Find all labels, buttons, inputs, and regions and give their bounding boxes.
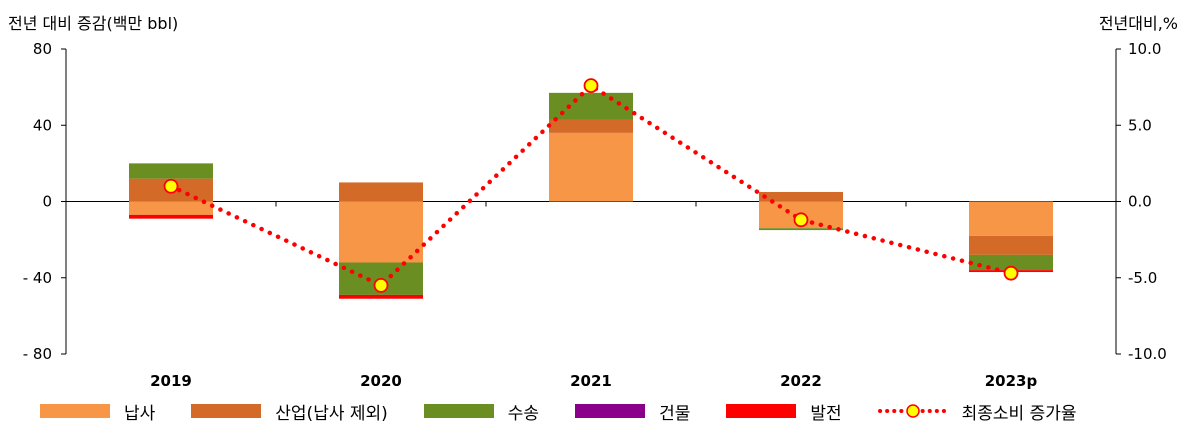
- legend-item-transport: 수송: [423, 399, 540, 424]
- legend: 납사 산업(납사 제외) 수송 건물 발전 최종소비 증가율: [40, 398, 1113, 424]
- y2-tick-label: -10.0: [1128, 345, 1167, 363]
- x-tick-label: 2020: [360, 372, 402, 390]
- legend-label: 산업(납사 제외): [275, 403, 388, 424]
- y2-axis-title: 전년대비,%: [1098, 14, 1178, 33]
- bar-segment: [129, 163, 213, 179]
- bar-segment: [549, 132, 633, 202]
- legend-label: 납사: [124, 403, 156, 424]
- bar-segment: [339, 182, 423, 202]
- legend-item-naphtha: 납사: [40, 399, 155, 424]
- x-tick-label: 2021: [570, 372, 612, 390]
- growth-rate-point: [1003, 265, 1019, 281]
- legend-item-industry: 산업(납사 제외): [191, 399, 388, 424]
- bar-segment: [339, 201, 423, 263]
- legend-label: 건물: [659, 403, 691, 424]
- legend-label: 발전: [810, 403, 842, 424]
- bar-segment: [969, 201, 1053, 236]
- bar-segment: [549, 92, 633, 120]
- y-tick-label: 0: [42, 193, 52, 211]
- bar-segment: [549, 119, 633, 133]
- y-tick-label: 40: [33, 116, 52, 134]
- legend-label: 최종소비 증가율: [961, 403, 1077, 424]
- growth-rate-point: [583, 78, 599, 93]
- bar-segment: [129, 201, 213, 215]
- y2-tick-label: 10.0: [1128, 40, 1161, 58]
- growth-rate-point: [163, 178, 179, 194]
- bar-segment: [759, 191, 843, 202]
- x-tick-label: 2022: [780, 372, 822, 390]
- y-tick-label: - 80: [23, 345, 52, 363]
- bar-segment: [339, 294, 423, 299]
- bar-segment: [759, 228, 843, 231]
- legend-swatch: [40, 404, 110, 418]
- y2-tick-label: 0.0: [1128, 193, 1152, 211]
- growth-rate-point: [373, 277, 389, 293]
- y-tick-label: 80: [33, 40, 52, 58]
- legend-item-building: 건물: [575, 399, 690, 424]
- bar-segment: [969, 235, 1053, 255]
- legend-label: 수송: [507, 403, 540, 424]
- y2-tick-label: -5.0: [1128, 269, 1157, 287]
- growth-rate-point: [793, 212, 809, 228]
- y-axis-title: 전년 대비 증감(백만 bbl): [8, 14, 179, 33]
- x-tick-label: 2019: [150, 372, 192, 390]
- y2-tick-label: 5.0: [1128, 116, 1152, 134]
- growth-rate-line: [168, 82, 1014, 289]
- legend-swatch: [575, 404, 646, 418]
- legend-item-consumption-growth: 최종소비 증가율: [877, 399, 1077, 424]
- x-tick-label: 2023p: [985, 372, 1038, 390]
- legend-line-marker: [877, 404, 948, 418]
- legend-swatch: [726, 404, 797, 418]
- bar-segment: [129, 214, 213, 219]
- legend-swatch: [191, 404, 262, 418]
- legend-swatch: [423, 404, 494, 418]
- legend-item-power: 발전: [726, 399, 842, 424]
- y-tick-label: - 40: [23, 269, 52, 287]
